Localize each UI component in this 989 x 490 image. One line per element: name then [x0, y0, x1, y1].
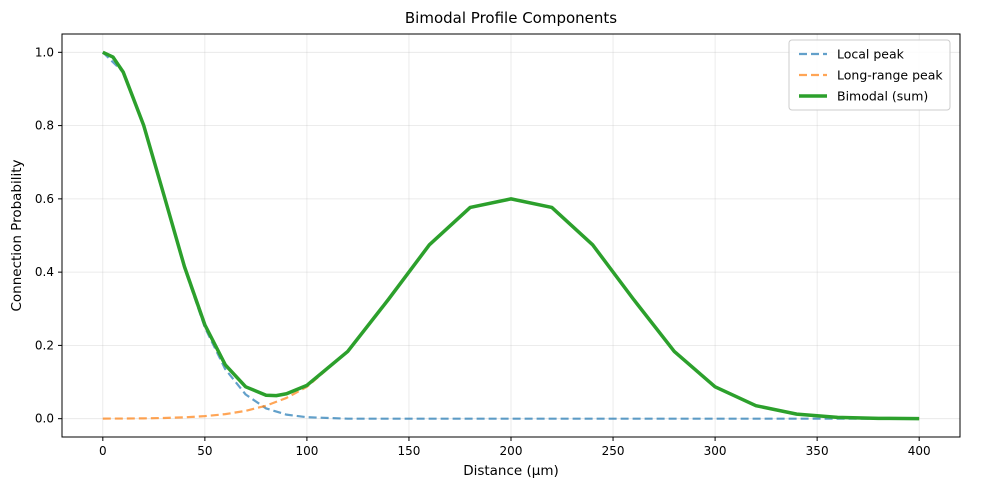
x-tick-label: 200	[500, 444, 523, 458]
series-line-3	[102, 50, 920, 421]
legend: Local peak Long-range peak Bimodal (sum)	[788, 39, 951, 111]
x-tick-label: 100	[295, 444, 318, 458]
y-tick-label: 0.0	[35, 412, 54, 426]
legend-box	[788, 39, 951, 111]
y-tick-label: 0.2	[35, 338, 54, 352]
y-tick-label: 0.6	[35, 192, 54, 206]
y-axis: 0.0 0.2 0.4 0.6 0.8 1.0	[35, 45, 62, 426]
x-tick-label: 150	[398, 444, 421, 458]
legend-label: Bimodal (sum)	[837, 89, 928, 104]
x-tick-label: 350	[806, 444, 829, 458]
x-tick-label: 50	[197, 444, 212, 458]
x-axis: 0 50 100 150 200 250 300 350 400	[99, 437, 931, 458]
x-tick-label: 400	[908, 444, 931, 458]
y-tick-label: 0.4	[35, 265, 54, 279]
x-tick-label: 0	[99, 444, 107, 458]
legend-label: Long-range peak	[837, 68, 943, 83]
x-axis-title: Distance (µm)	[463, 463, 559, 479]
y-axis-title: Connection Probability	[9, 159, 25, 311]
legend-label: Local peak	[837, 47, 905, 62]
y-tick-label: 0.8	[35, 119, 54, 133]
x-tick-label: 250	[602, 444, 625, 458]
y-tick-label: 1.0	[35, 45, 54, 59]
chart-title: Bimodal Profile Components	[405, 9, 617, 27]
series-layer	[102, 50, 920, 421]
x-tick-label: 300	[704, 444, 727, 458]
